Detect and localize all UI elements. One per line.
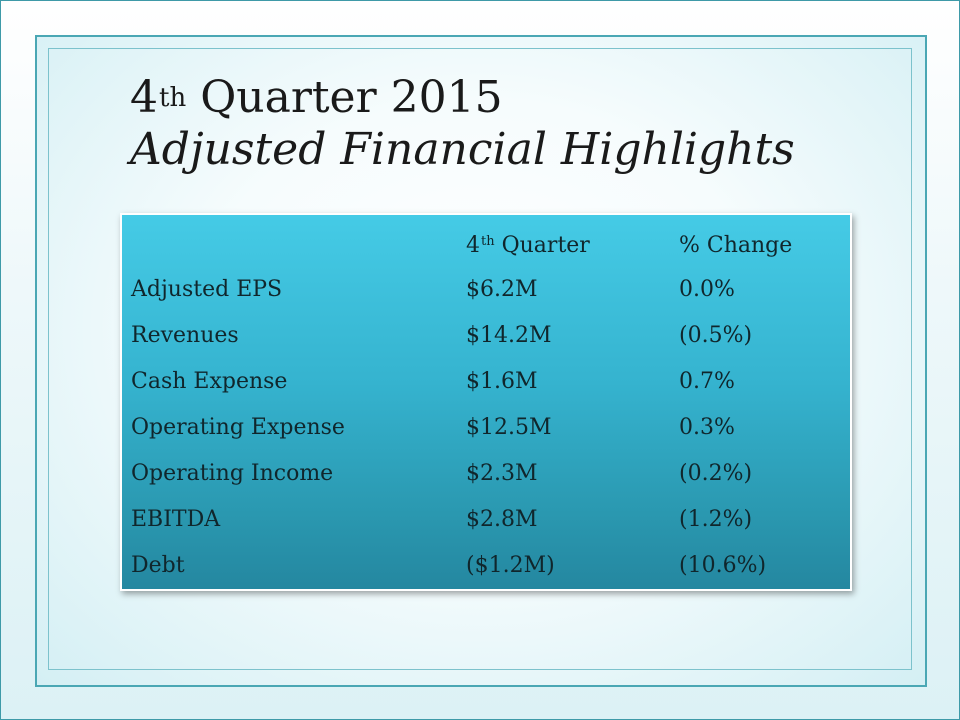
row-value: ($1.2M) xyxy=(466,553,555,578)
title-quarter-suffix: th xyxy=(159,83,187,113)
highlights-table: 4th Quarter % Change Adjusted EPS $6.2M … xyxy=(120,213,852,591)
header-change: % Change xyxy=(679,233,793,258)
table-row: Adjusted EPS $6.2M 0.0% xyxy=(122,267,850,313)
table-row: Debt ($1.2M) (10.6%) xyxy=(122,543,850,589)
row-value: $12.5M xyxy=(466,415,552,440)
row-label: Adjusted EPS xyxy=(131,277,283,302)
row-value: $14.2M xyxy=(466,323,552,348)
table-row: Operating Expense $12.5M 0.3% xyxy=(122,405,850,451)
row-label: Cash Expense xyxy=(131,369,288,394)
title-line-quarter: 4th Quarter 2015 xyxy=(130,72,870,124)
table-header-row: 4th Quarter % Change xyxy=(122,223,850,269)
row-value: $1.6M xyxy=(466,369,538,394)
row-value: $6.2M xyxy=(466,277,538,302)
row-change: (0.2%) xyxy=(679,461,753,486)
row-label: Debt xyxy=(131,553,185,578)
header-quarter: 4th Quarter xyxy=(466,223,590,269)
row-change: (10.6%) xyxy=(679,553,767,578)
row-change: 0.7% xyxy=(679,369,735,394)
slide-inner-frame xyxy=(48,48,912,670)
title-quarter-number: 4 xyxy=(130,72,158,123)
title-quarter-rest: Quarter 2015 xyxy=(186,72,503,123)
row-label: Operating Expense xyxy=(131,415,345,440)
row-value: $2.3M xyxy=(466,461,538,486)
header-quarter-rest: Quarter xyxy=(494,233,590,258)
title-subtitle: Adjusted Financial Highlights xyxy=(130,124,795,175)
table-row: Operating Income $2.3M (0.2%) xyxy=(122,451,850,497)
slide-title: 4th Quarter 2015 Adjusted Financial High… xyxy=(130,72,870,176)
row-label: Operating Income xyxy=(131,461,334,486)
row-change: 0.3% xyxy=(679,415,735,440)
table-row: Revenues $14.2M (0.5%) xyxy=(122,313,850,359)
row-change: (0.5%) xyxy=(679,323,753,348)
header-quarter-suffix: th xyxy=(481,234,495,249)
row-change: (1.2%) xyxy=(679,507,753,532)
table-row: EBITDA $2.8M (1.2%) xyxy=(122,497,850,543)
row-label: EBITDA xyxy=(131,507,221,532)
table-row: Cash Expense $1.6M 0.7% xyxy=(122,359,850,405)
row-change: 0.0% xyxy=(679,277,735,302)
header-quarter-number: 4 xyxy=(466,233,480,258)
row-value: $2.8M xyxy=(466,507,538,532)
row-label: Revenues xyxy=(131,323,239,348)
